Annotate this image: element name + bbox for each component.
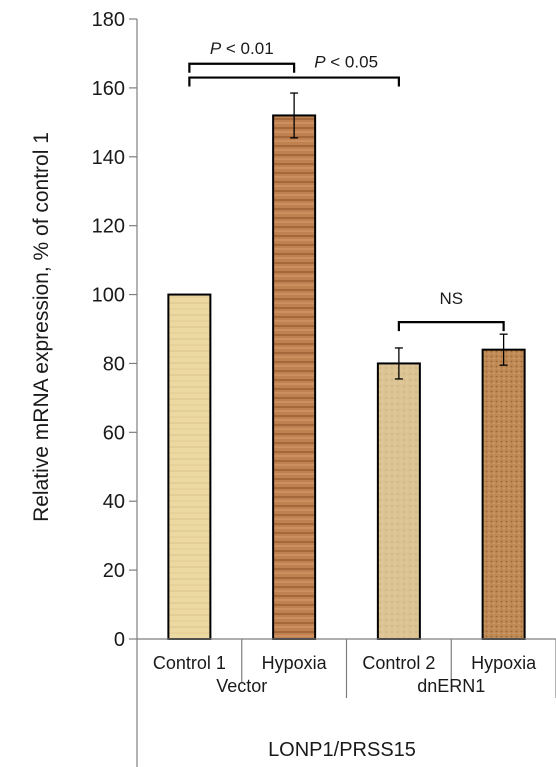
- significance-bracket: [188, 62, 296, 73]
- y-tick-label: 140: [92, 147, 125, 169]
- category-label: Hypoxia: [471, 653, 537, 673]
- error-bar: [499, 333, 508, 366]
- bar: [376, 362, 421, 640]
- y-tick-label: 160: [92, 78, 125, 100]
- category-label: Control 2: [362, 653, 435, 673]
- significance-label: NS: [439, 289, 463, 308]
- y-tick-label: 180: [92, 9, 125, 31]
- error-bar: [394, 347, 403, 380]
- bar: [481, 348, 526, 640]
- y-tick-label: 40: [103, 491, 125, 513]
- bar: [272, 114, 317, 640]
- significance-bracket: [397, 321, 505, 332]
- y-axis-label: Relative mRNA expression, % of control 1: [30, 132, 53, 522]
- y-tick-label: 0: [114, 629, 125, 651]
- error-bar: [290, 92, 299, 139]
- y-tick-label: 100: [92, 285, 125, 307]
- significance-label: P < 0.01: [210, 39, 274, 58]
- bar: [167, 293, 212, 640]
- category-label: Hypoxia: [262, 653, 328, 673]
- y-tick-label: 80: [103, 353, 125, 375]
- group-label: Vector: [216, 676, 267, 696]
- significance-bracket: [188, 76, 400, 87]
- y-tick-label: 20: [103, 560, 125, 582]
- group-label: dnERN1: [417, 676, 485, 696]
- y-tick-label: 60: [103, 422, 125, 444]
- significance-label: P < 0.05: [314, 53, 378, 72]
- y-tick-label: 120: [92, 216, 125, 238]
- outer-axis-label: LONP1/PRSS15: [268, 739, 416, 761]
- category-label: Control 1: [153, 653, 226, 673]
